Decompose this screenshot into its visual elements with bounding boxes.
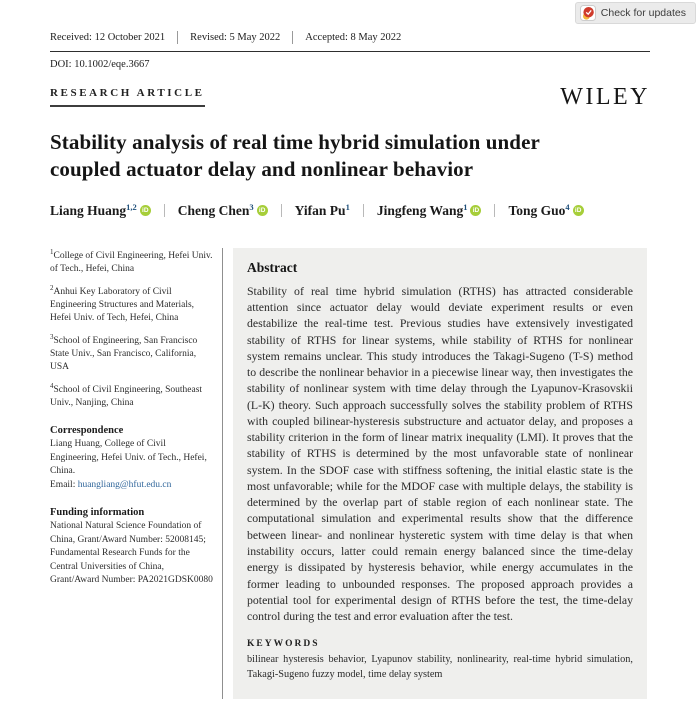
- email-label: Email:: [50, 479, 78, 490]
- author-divider: [163, 204, 165, 218]
- author-affiliation-sup: 4: [565, 201, 570, 212]
- author-divider: [494, 204, 496, 218]
- metadata-column: 1College of Civil Engineering, Hefei Uni…: [50, 248, 222, 699]
- author-name: Jingfeng Wang: [376, 202, 464, 218]
- accepted-date: Accepted: 8 May 2022: [305, 32, 402, 43]
- author: Liang Huang 1,2 iD: [50, 201, 151, 219]
- doi: DOI: 10.1002/eqe.3667: [50, 59, 150, 70]
- funding-text: National Natural Science Foundation of C…: [50, 521, 213, 586]
- check-for-updates-button[interactable]: Check for updates: [574, 2, 696, 24]
- affiliation: 3School of Engineering, San Francisco St…: [50, 333, 213, 375]
- columns: 1College of Civil Engineering, Hefei Uni…: [50, 247, 650, 700]
- author-name: Tong Guo: [508, 202, 566, 218]
- orcid-icon[interactable]: iD: [256, 204, 268, 216]
- affiliation-sup: 1: [50, 247, 54, 256]
- affiliation-text: School of Civil Engineering, Southeast U…: [50, 384, 203, 409]
- email-link[interactable]: huangliang@hfut.edu.cn: [77, 479, 172, 490]
- page-title: Stability analysis of real time hybrid s…: [50, 130, 540, 181]
- correspondence-text: Liang Huang, College of Civil Engineerin…: [50, 439, 207, 477]
- author-affiliation-sup: 1: [345, 201, 350, 212]
- correspondence-email-line: Email: huangliang@hfut.edu.cn: [50, 479, 213, 492]
- history-row: Received: 12 October 2021 Revised: 5 May…: [50, 31, 650, 52]
- author: Yifan Pu 1: [294, 201, 350, 219]
- abstract-heading: Abstract: [247, 259, 298, 275]
- affiliation-sup: 3: [50, 332, 54, 341]
- affiliation-sup: 2: [50, 283, 54, 292]
- author-divider: [280, 204, 282, 218]
- abstract-panel: Abstract Stability of real time hybrid s…: [233, 247, 647, 700]
- check-for-updates-label: Check for updates: [600, 7, 686, 19]
- type-row: RESEARCH ARTICLE WILEY: [50, 84, 650, 110]
- article-page: Received: 12 October 2021 Revised: 5 May…: [50, 31, 650, 700]
- author: Tong Guo 4 iD: [508, 201, 584, 219]
- author-affiliation-sup: 1: [463, 201, 468, 212]
- keywords-text: bilinear hysteresis behavior, Lyapunov s…: [247, 654, 633, 681]
- orcid-icon[interactable]: iD: [139, 204, 151, 216]
- authors-row: Liang Huang 1,2 iD Cheng Chen 3 iD Yifan P…: [50, 201, 650, 219]
- wiley-logo: WILEY: [560, 84, 650, 110]
- keywords-heading: KEYWORDS: [247, 639, 320, 650]
- affiliation: 2Anhui Key Laboratory of Civil Engineeri…: [50, 284, 213, 326]
- crossmark-icon: [579, 5, 596, 21]
- author-affiliation-sup: 3: [249, 201, 254, 212]
- affiliation-text: Anhui Key Laboratory of Civil Engineerin…: [50, 286, 195, 324]
- received-date: Received: 12 October 2021: [50, 32, 166, 43]
- affiliation-text: College of Civil Engineering, Hefei Univ…: [50, 250, 213, 275]
- orcid-icon[interactable]: iD: [470, 204, 482, 216]
- funding-heading: Funding information: [50, 507, 145, 519]
- date-divider: [292, 31, 294, 44]
- affiliation: 4School of Civil Engineering, Southeast …: [50, 382, 213, 411]
- date-divider: [177, 31, 179, 44]
- author: Jingfeng Wang 1 iD: [376, 201, 482, 219]
- author-name: Liang Huang: [50, 202, 127, 218]
- author-name: Cheng Chen: [177, 202, 250, 218]
- affiliation: 1College of Civil Engineering, Hefei Uni…: [50, 248, 213, 277]
- author-affiliation-sup: 1,2: [126, 201, 137, 212]
- correspondence-heading: Correspondence: [50, 425, 124, 437]
- affiliation-sup: 4: [50, 381, 54, 390]
- author: Cheng Chen 3 iD: [177, 201, 268, 219]
- author-divider: [362, 204, 364, 218]
- author-name: Yifan Pu: [294, 202, 346, 218]
- affiliation-text: School of Engineering, San Francisco Sta…: [50, 335, 198, 373]
- column-divider: [222, 247, 223, 700]
- orcid-icon[interactable]: iD: [572, 204, 584, 216]
- article-type-label: RESEARCH ARTICLE: [50, 87, 205, 107]
- revised-date: Revised: 5 May 2022: [190, 32, 281, 43]
- abstract-text: Stability of real time hybrid simulation…: [247, 283, 633, 624]
